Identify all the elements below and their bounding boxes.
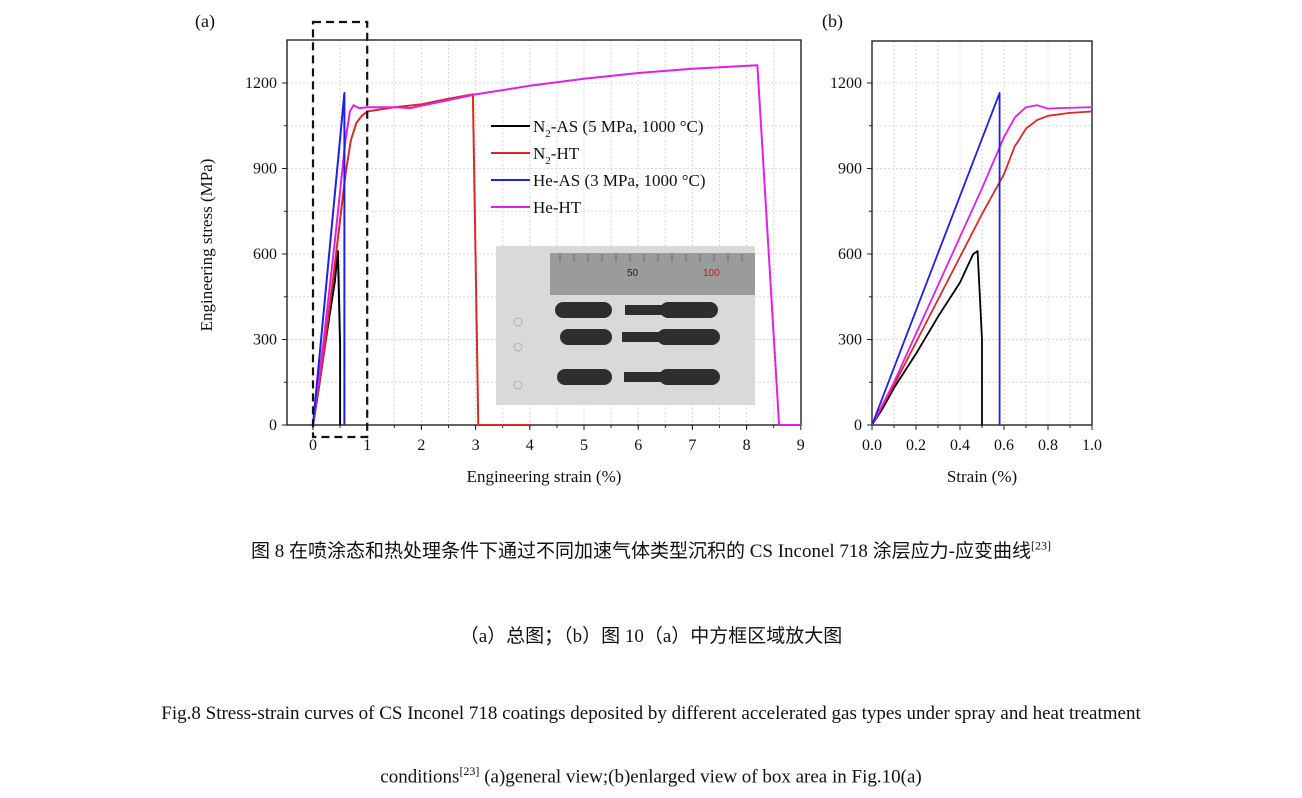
x-tick-label: 0.8: [1038, 437, 1058, 454]
specimen-left: [560, 329, 612, 345]
specimen-right: [660, 302, 718, 318]
specimen-left: [555, 302, 612, 318]
x-tick-label: 0.4: [950, 437, 970, 454]
panel-label: (a): [195, 11, 215, 32]
y-tick-label: 600: [253, 246, 277, 263]
dashed-zoom-box: [311, 20, 369, 439]
x-tick-label: 4: [526, 437, 534, 454]
specimen-gauge: [624, 372, 664, 382]
specimen-number-mark: [513, 342, 523, 352]
specimen-gauge: [622, 332, 662, 342]
figure: 50 100 0 1 2 3 4 5 6 7 8 9 0 300 600 900 1200 Engineering…: [195, 11, 1102, 486]
y-tick-label: 900: [253, 161, 277, 178]
specimen-right: [657, 329, 720, 345]
x-tick-label: 5: [580, 437, 588, 454]
plot-frame: [286, 39, 802, 426]
caption-cn-ref: [23]: [1031, 538, 1052, 553]
caption-cn-sub: （a）总图；（b）图 10（a）中方框区域放大图: [459, 626, 843, 647]
legend-label: He-AS (3 MPa, 1000 °C): [533, 171, 706, 190]
x-tick-label: 8: [743, 437, 751, 454]
y-axis-label: Engineering stress (MPa): [197, 159, 216, 332]
x-tick-label: 1.0: [1082, 437, 1102, 454]
series-line-2: [312, 92, 346, 426]
y-tick-label: 900: [838, 161, 862, 178]
panel-label: (b): [822, 11, 843, 32]
series-line-1: [872, 110, 1092, 426]
caption-en-ref: [23]: [459, 764, 480, 778]
ruler: [550, 253, 755, 295]
x-tick-label: 9: [797, 437, 805, 454]
specimen-number-mark: [513, 380, 523, 390]
x-tick-label: 0: [309, 437, 317, 454]
x-tick-label: 6: [634, 437, 642, 454]
x-axis-label: Strain (%): [947, 467, 1017, 486]
specimen-right: [659, 369, 720, 385]
x-tick-label: 0.0: [862, 437, 882, 454]
panel-b: [867, 40, 1093, 430]
y-tick-label: 1200: [830, 75, 862, 92]
x-tick-label: 0.2: [906, 437, 926, 454]
x-tick-label: 3: [472, 437, 480, 454]
ruler-label-50: 50: [627, 268, 639, 279]
series-line-3: [312, 64, 801, 426]
caption-en-line2: conditions[23] (a)general view;(b)enlarg…: [0, 764, 1302, 788]
panel-a: [282, 20, 802, 439]
inset-photo: [496, 246, 755, 405]
x-tick-label: 2: [417, 437, 425, 454]
ruler-label-100: 100: [703, 268, 720, 279]
caption-cn-title: 图 8 在喷涂态和热处理条件下通过不同加速气体类型沉积的 CS Inconel …: [0, 536, 1302, 563]
x-tick-label: 7: [688, 437, 696, 454]
legend-label: N2-AS (5 MPa, 1000 °C): [533, 117, 704, 140]
x-tick-label: 1: [363, 437, 371, 454]
caption-en-text-a: conditions: [380, 766, 460, 788]
series-line-0: [872, 250, 983, 426]
specimen-left: [557, 369, 612, 385]
series-line-3: [872, 104, 1092, 426]
y-tick-label: 600: [838, 246, 862, 263]
caption-en-line1: Fig.8 Stress-strain curves of CS Inconel…: [161, 703, 1141, 724]
series-line-2: [872, 92, 1001, 426]
legend-label: He-HT: [533, 198, 582, 217]
y-tick-label: 300: [838, 332, 862, 349]
x-tick-label: 0.6: [994, 437, 1014, 454]
legend-label: N2-HT: [533, 144, 580, 167]
x-axis-label: Engineering strain (%): [467, 467, 622, 486]
y-tick-label: 0: [269, 417, 277, 434]
y-tick-label: 0: [854, 417, 862, 434]
caption-cn-title-text: 图 8 在喷涂态和热处理条件下通过不同加速气体类型沉积的 CS Inconel …: [250, 541, 1032, 562]
specimen-number-mark: [513, 317, 523, 327]
y-tick-label: 1200: [245, 75, 277, 92]
caption-en-text-b: (a)general view;(b)enlarged view of box …: [479, 766, 922, 788]
y-tick-label: 300: [253, 332, 277, 349]
specimen-gauge: [625, 305, 665, 315]
